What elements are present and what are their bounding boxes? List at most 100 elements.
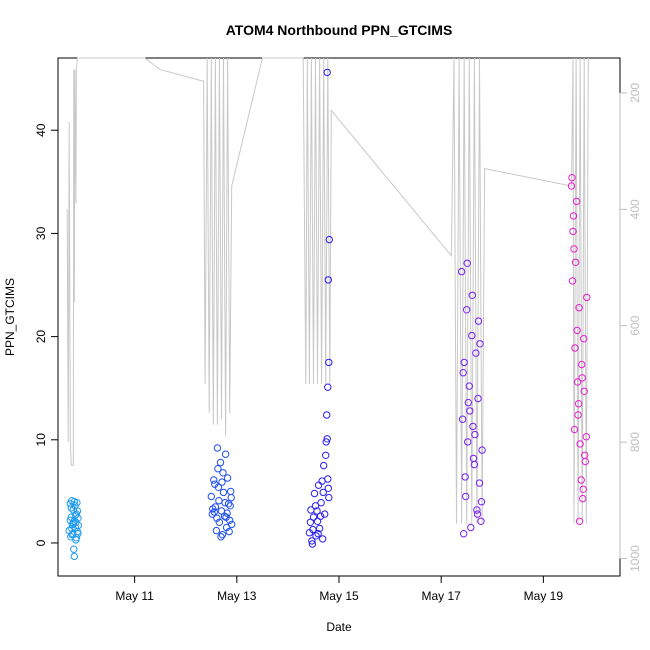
data-point [222, 513, 230, 521]
data-point [72, 518, 80, 526]
data-point [323, 411, 331, 419]
data-point [320, 461, 328, 470]
data-point [471, 430, 479, 439]
series-1 [65, 497, 83, 561]
data-point [226, 502, 234, 510]
data-point [219, 488, 228, 497]
data-point [319, 488, 327, 497]
data-point [223, 509, 231, 517]
data-point [212, 526, 221, 535]
data-point [73, 507, 82, 515]
data-point [473, 506, 481, 514]
data-point [316, 512, 325, 520]
data-point [473, 510, 482, 518]
data-point [208, 510, 217, 518]
data-point [574, 400, 583, 408]
data-point [68, 524, 76, 533]
data-point [228, 520, 236, 529]
chart-title: ATOM4 Northbound PPN_GTCIMS [226, 22, 453, 38]
data-point [575, 517, 584, 525]
x-tick-label: May 15 [319, 589, 359, 603]
y-axis: 0 10 20 30 40 [34, 123, 59, 546]
data-point [215, 497, 223, 505]
data-point [469, 422, 477, 431]
data-point [472, 349, 480, 357]
data-point [474, 317, 483, 325]
data-point [72, 534, 81, 542]
data-point [581, 451, 589, 459]
data-point [477, 498, 486, 506]
data-point [570, 425, 579, 434]
data-point [578, 360, 586, 369]
series-5 [567, 174, 591, 525]
data-point [225, 527, 233, 536]
data-point [578, 374, 586, 382]
data-point [583, 293, 591, 302]
data-point [323, 68, 331, 77]
data-point [318, 477, 326, 485]
depth-trace-line [66, 57, 589, 524]
data-point [70, 552, 79, 561]
data-point [314, 530, 322, 538]
data-point [70, 498, 79, 506]
data-point [569, 212, 578, 220]
data-point [216, 458, 225, 467]
data-point [213, 444, 222, 452]
data-point [314, 481, 323, 489]
y-tick-label: 30 [34, 226, 48, 240]
data-point [70, 545, 78, 553]
data-point [311, 502, 320, 510]
data-point [227, 487, 235, 496]
y2-tick-label: 800 [628, 432, 642, 452]
x-tick-label: May 13 [217, 589, 257, 603]
y-axis-label: PPN_GTCIMS [3, 278, 17, 356]
data-point [324, 484, 332, 492]
x-tick-label: May 19 [524, 589, 564, 603]
data-point [308, 540, 317, 548]
data-point [324, 383, 332, 391]
data-point [210, 476, 218, 484]
data-point [579, 485, 587, 493]
data-point [474, 394, 482, 403]
data-point [462, 492, 470, 501]
data-point [72, 510, 81, 518]
data-point [464, 438, 472, 446]
data-point [580, 335, 588, 343]
data-point [476, 340, 484, 348]
data-point [224, 500, 233, 508]
data-point [313, 507, 321, 515]
data-point [463, 306, 471, 314]
y-tick-label: 0 [34, 539, 48, 546]
data-point [577, 476, 585, 484]
data-point [223, 474, 232, 482]
data-point [317, 499, 325, 507]
data-point [463, 259, 471, 267]
data-point [325, 493, 333, 502]
data-point [74, 530, 82, 538]
data-point [581, 457, 589, 466]
x-tick-label: May 11 [115, 589, 154, 603]
data-point [477, 517, 485, 525]
data-point [464, 398, 472, 407]
data-point [582, 433, 590, 441]
data-point [568, 174, 576, 182]
data-point [575, 304, 583, 312]
data-point [67, 504, 76, 512]
y2-tick-label: 400 [628, 199, 642, 219]
data-point [468, 291, 476, 299]
data-point [572, 197, 581, 206]
data-point [574, 411, 582, 419]
data-point [576, 440, 584, 448]
data-point [567, 182, 576, 190]
x-axis: May 11 May 13 May 15 May 17 May 19 [115, 575, 564, 603]
y-tick-label: 10 [34, 433, 48, 447]
y-tick-label: 40 [34, 123, 48, 137]
data-point [459, 369, 467, 377]
y-tick-label: 20 [34, 330, 48, 344]
data-point [319, 535, 327, 543]
data-point [219, 469, 227, 477]
data-point [221, 450, 230, 458]
data-point [322, 438, 330, 446]
data-point [218, 478, 226, 486]
